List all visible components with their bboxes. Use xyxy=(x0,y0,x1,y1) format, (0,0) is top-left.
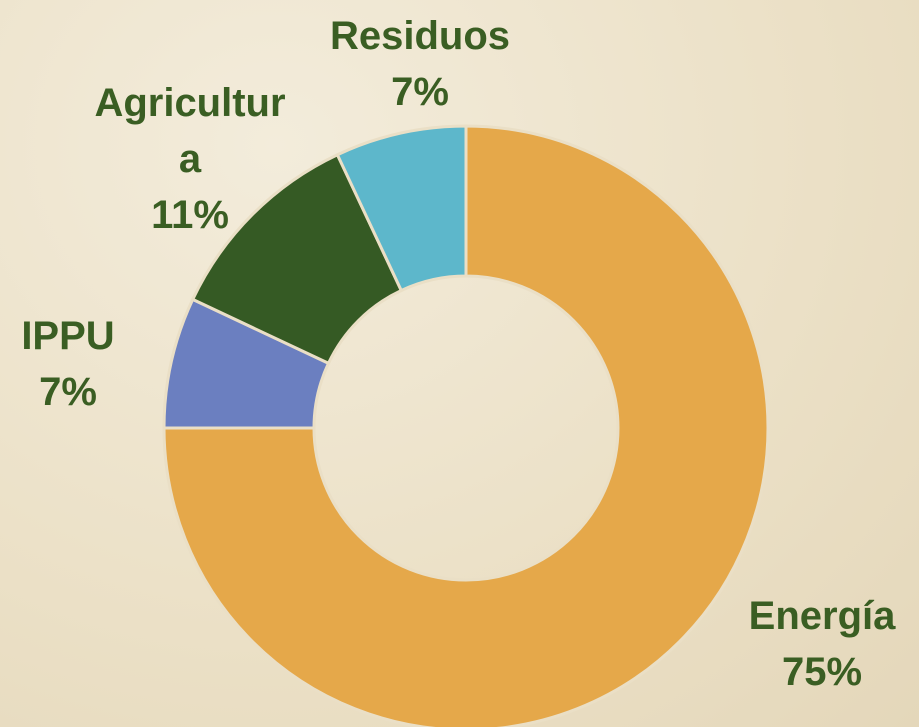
value-label: 7% xyxy=(391,70,449,114)
value-label: 7% xyxy=(39,370,97,414)
donut-slice xyxy=(335,124,468,293)
value-label: 11% xyxy=(151,193,229,237)
category-label: IPPU xyxy=(21,314,115,358)
value-label: 75% xyxy=(781,650,863,694)
slice-label: IPPU 7% xyxy=(0,308,138,420)
category-label: Residuos xyxy=(329,14,511,58)
slice-label: Residuos 7% xyxy=(300,8,540,120)
donut-slice xyxy=(162,124,770,727)
slice-label: Energía 75% xyxy=(722,588,919,700)
slice-label: Agricultura 11% xyxy=(84,75,296,243)
category-label: Energía xyxy=(748,594,896,638)
category-label: Agricultura xyxy=(94,81,286,181)
